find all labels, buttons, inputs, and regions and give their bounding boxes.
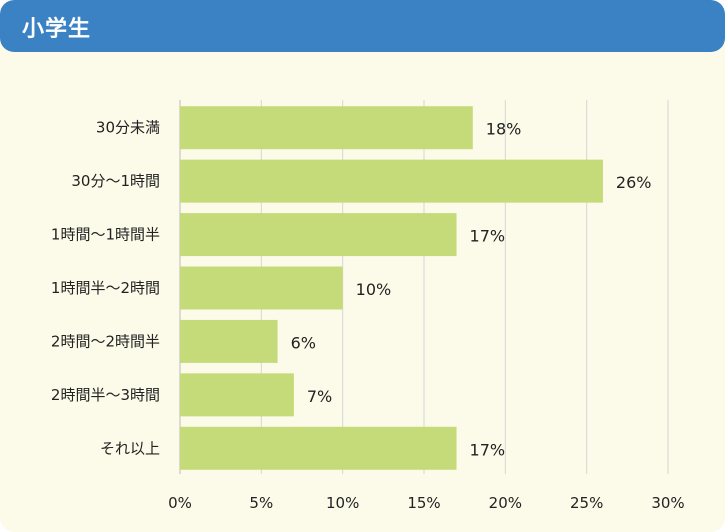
value-label: 10% [356,280,392,299]
bar [180,213,457,257]
x-tick-label: 5% [249,494,273,512]
category-label: 2時間～2時間半 [51,332,160,350]
value-label: 17% [470,227,506,246]
value-label: 7% [307,387,332,406]
category-label: 30分未満 [96,119,160,137]
category-label: 2時間半～3時間 [51,386,160,404]
value-label: 26% [616,173,652,192]
bar [180,426,457,470]
x-tick-label: 10% [326,494,359,512]
x-tick-label: 0% [168,494,192,512]
x-tick-label: 25% [570,494,603,512]
bar [180,106,473,150]
category-label: 30分～1時間 [71,172,160,190]
header-bar: 小学生 [0,0,725,52]
category-label: 1時間～1時間半 [51,226,160,244]
category-label: 1時間半～2時間 [51,279,160,297]
x-tick-label: 15% [407,494,440,512]
value-label: 6% [291,333,316,352]
category-label: それ以上 [100,439,160,457]
value-label: 18% [486,120,522,139]
header-title: 小学生 [22,17,92,42]
value-label: 17% [470,440,506,459]
bar [180,159,603,203]
x-tick-label: 20% [489,494,522,512]
bar [180,319,278,363]
x-tick-label: 30% [651,494,684,512]
bar [180,373,294,417]
bar [180,266,343,310]
